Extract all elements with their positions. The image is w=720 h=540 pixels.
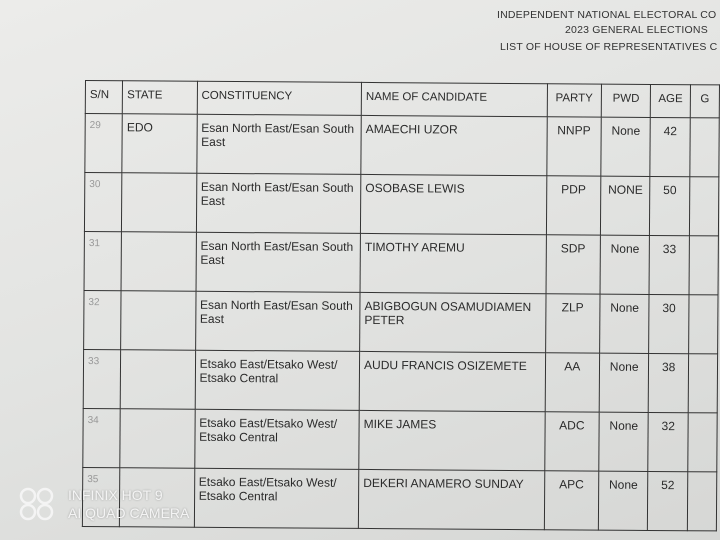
cell-constituency: Esan North East/Esan South East (196, 114, 362, 175)
cell-sn: 29 (84, 113, 123, 173)
cell-pwd: None (599, 294, 650, 354)
camera-watermark: INFINIX HOT 9 AI QUAD CAMERA (18, 486, 189, 522)
cell-constituency: Etsako East/Etsako West/ Etsako Central (194, 350, 360, 411)
cell-sn: 33 (83, 349, 121, 409)
cell-constituency: Etsako East/Etsako West/ Etsako Central (194, 409, 360, 470)
cell-pwd: None (599, 353, 650, 413)
column-header: PWD (601, 84, 651, 118)
cell-constituency: Esan North East/Esan South East (196, 173, 361, 234)
cell-pwd: None (599, 235, 650, 295)
cell-name: MIKE JAMES (358, 410, 545, 471)
column-header: NAME OF CANDIDATE (361, 82, 548, 117)
cell-state (121, 231, 197, 292)
cell-sn: 30 (84, 172, 123, 232)
cell-pwd: None (600, 117, 651, 177)
column-header: STATE (122, 80, 198, 115)
table-row: 30 Esan North East/Esan South East OSOBASE… (84, 172, 719, 236)
cell-party: ZLP (545, 293, 600, 354)
column-header: AGE (650, 84, 691, 118)
cell-party: ADC (544, 411, 600, 472)
cell-pwd: NONE (600, 176, 651, 236)
doc-subtitle: 2023 GENERAL ELECTIONS (565, 24, 708, 36)
cell-pwd: None (598, 471, 649, 531)
cell-g (688, 294, 719, 354)
cell-name: OSOBASE LEWIS (360, 174, 547, 235)
cell-party: SDP (545, 234, 601, 295)
column-header: S/N (85, 80, 123, 114)
cell-g (688, 235, 719, 295)
cell-age: 50 (649, 176, 690, 236)
column-header: G (690, 84, 720, 118)
cell-sn: 34 (82, 408, 121, 468)
cell-name: AUDU FRANCIS OSIZEMETE (359, 351, 546, 412)
cell-party: APC (544, 470, 599, 531)
cell-age: 38 (648, 353, 689, 413)
cell-g (687, 412, 718, 472)
cell-g (687, 471, 717, 531)
cell-age: 32 (648, 412, 689, 472)
camera-brand-logo-icon (19, 487, 54, 521)
cell-state (120, 408, 195, 469)
cell-constituency: Esan North East/Esan South East (195, 232, 361, 293)
cell-state (120, 290, 196, 351)
cell-age: 52 (647, 471, 688, 531)
cell-pwd: None (598, 412, 649, 472)
cell-g (689, 176, 719, 236)
candidates-table: S/N STATE CONSTITUENCY NAME OF CANDIDATE PAR… (82, 80, 720, 531)
watermark-model: INFINIX HOT 9 (68, 487, 163, 503)
column-header: PARTY (546, 83, 602, 118)
cell-state (120, 349, 196, 410)
cell-party: PDP (546, 175, 601, 236)
cell-party: AA (544, 352, 600, 413)
table-row: 33 Etsako East/Etsako West/ Etsako Centra… (83, 349, 718, 413)
cell-state (121, 172, 197, 233)
cell-age: 33 (649, 235, 690, 295)
table-row: 29 EDO Esan North East/Esan South East AMAE… (84, 113, 720, 177)
cell-sn: 32 (83, 290, 122, 350)
cell-age: 42 (650, 117, 691, 177)
cell-constituency: Etsako East/Etsako West/ Etsako Central (194, 468, 359, 529)
table-row: 34 Etsako East/Etsako West/ Etsako Centra… (82, 408, 718, 472)
cell-name: ABIGBOGUN OSAMUDIAMEN PETER (359, 292, 546, 353)
cell-name: DEKERI ANAMERO SUNDAY (358, 469, 545, 530)
doc-list-title: LIST OF HOUSE OF REPRESENTATIVES C (500, 41, 718, 53)
table-row: 32 Esan North East/Esan South East ABIGBOG… (83, 290, 719, 354)
cell-constituency: Esan North East/Esan South East (195, 291, 361, 352)
cell-state: EDO (122, 113, 197, 174)
cell-age: 30 (649, 294, 689, 354)
cell-party: NNPP (546, 116, 602, 177)
doc-title: INDEPENDENT NATIONAL ELECTORAL CO (497, 9, 717, 21)
cell-name: TIMOTHY AREMU (360, 233, 547, 294)
watermark-camera: AI QUAD CAMERA (68, 505, 190, 521)
cell-name: AMAECHI UZOR (360, 115, 547, 176)
cell-g (689, 117, 720, 177)
cell-sn: 31 (84, 231, 122, 291)
table-row: 31 Esan North East/Esan South East TIMOTHY… (84, 231, 719, 295)
column-header: CONSTITUENCY (196, 81, 362, 116)
cell-g (688, 353, 718, 413)
